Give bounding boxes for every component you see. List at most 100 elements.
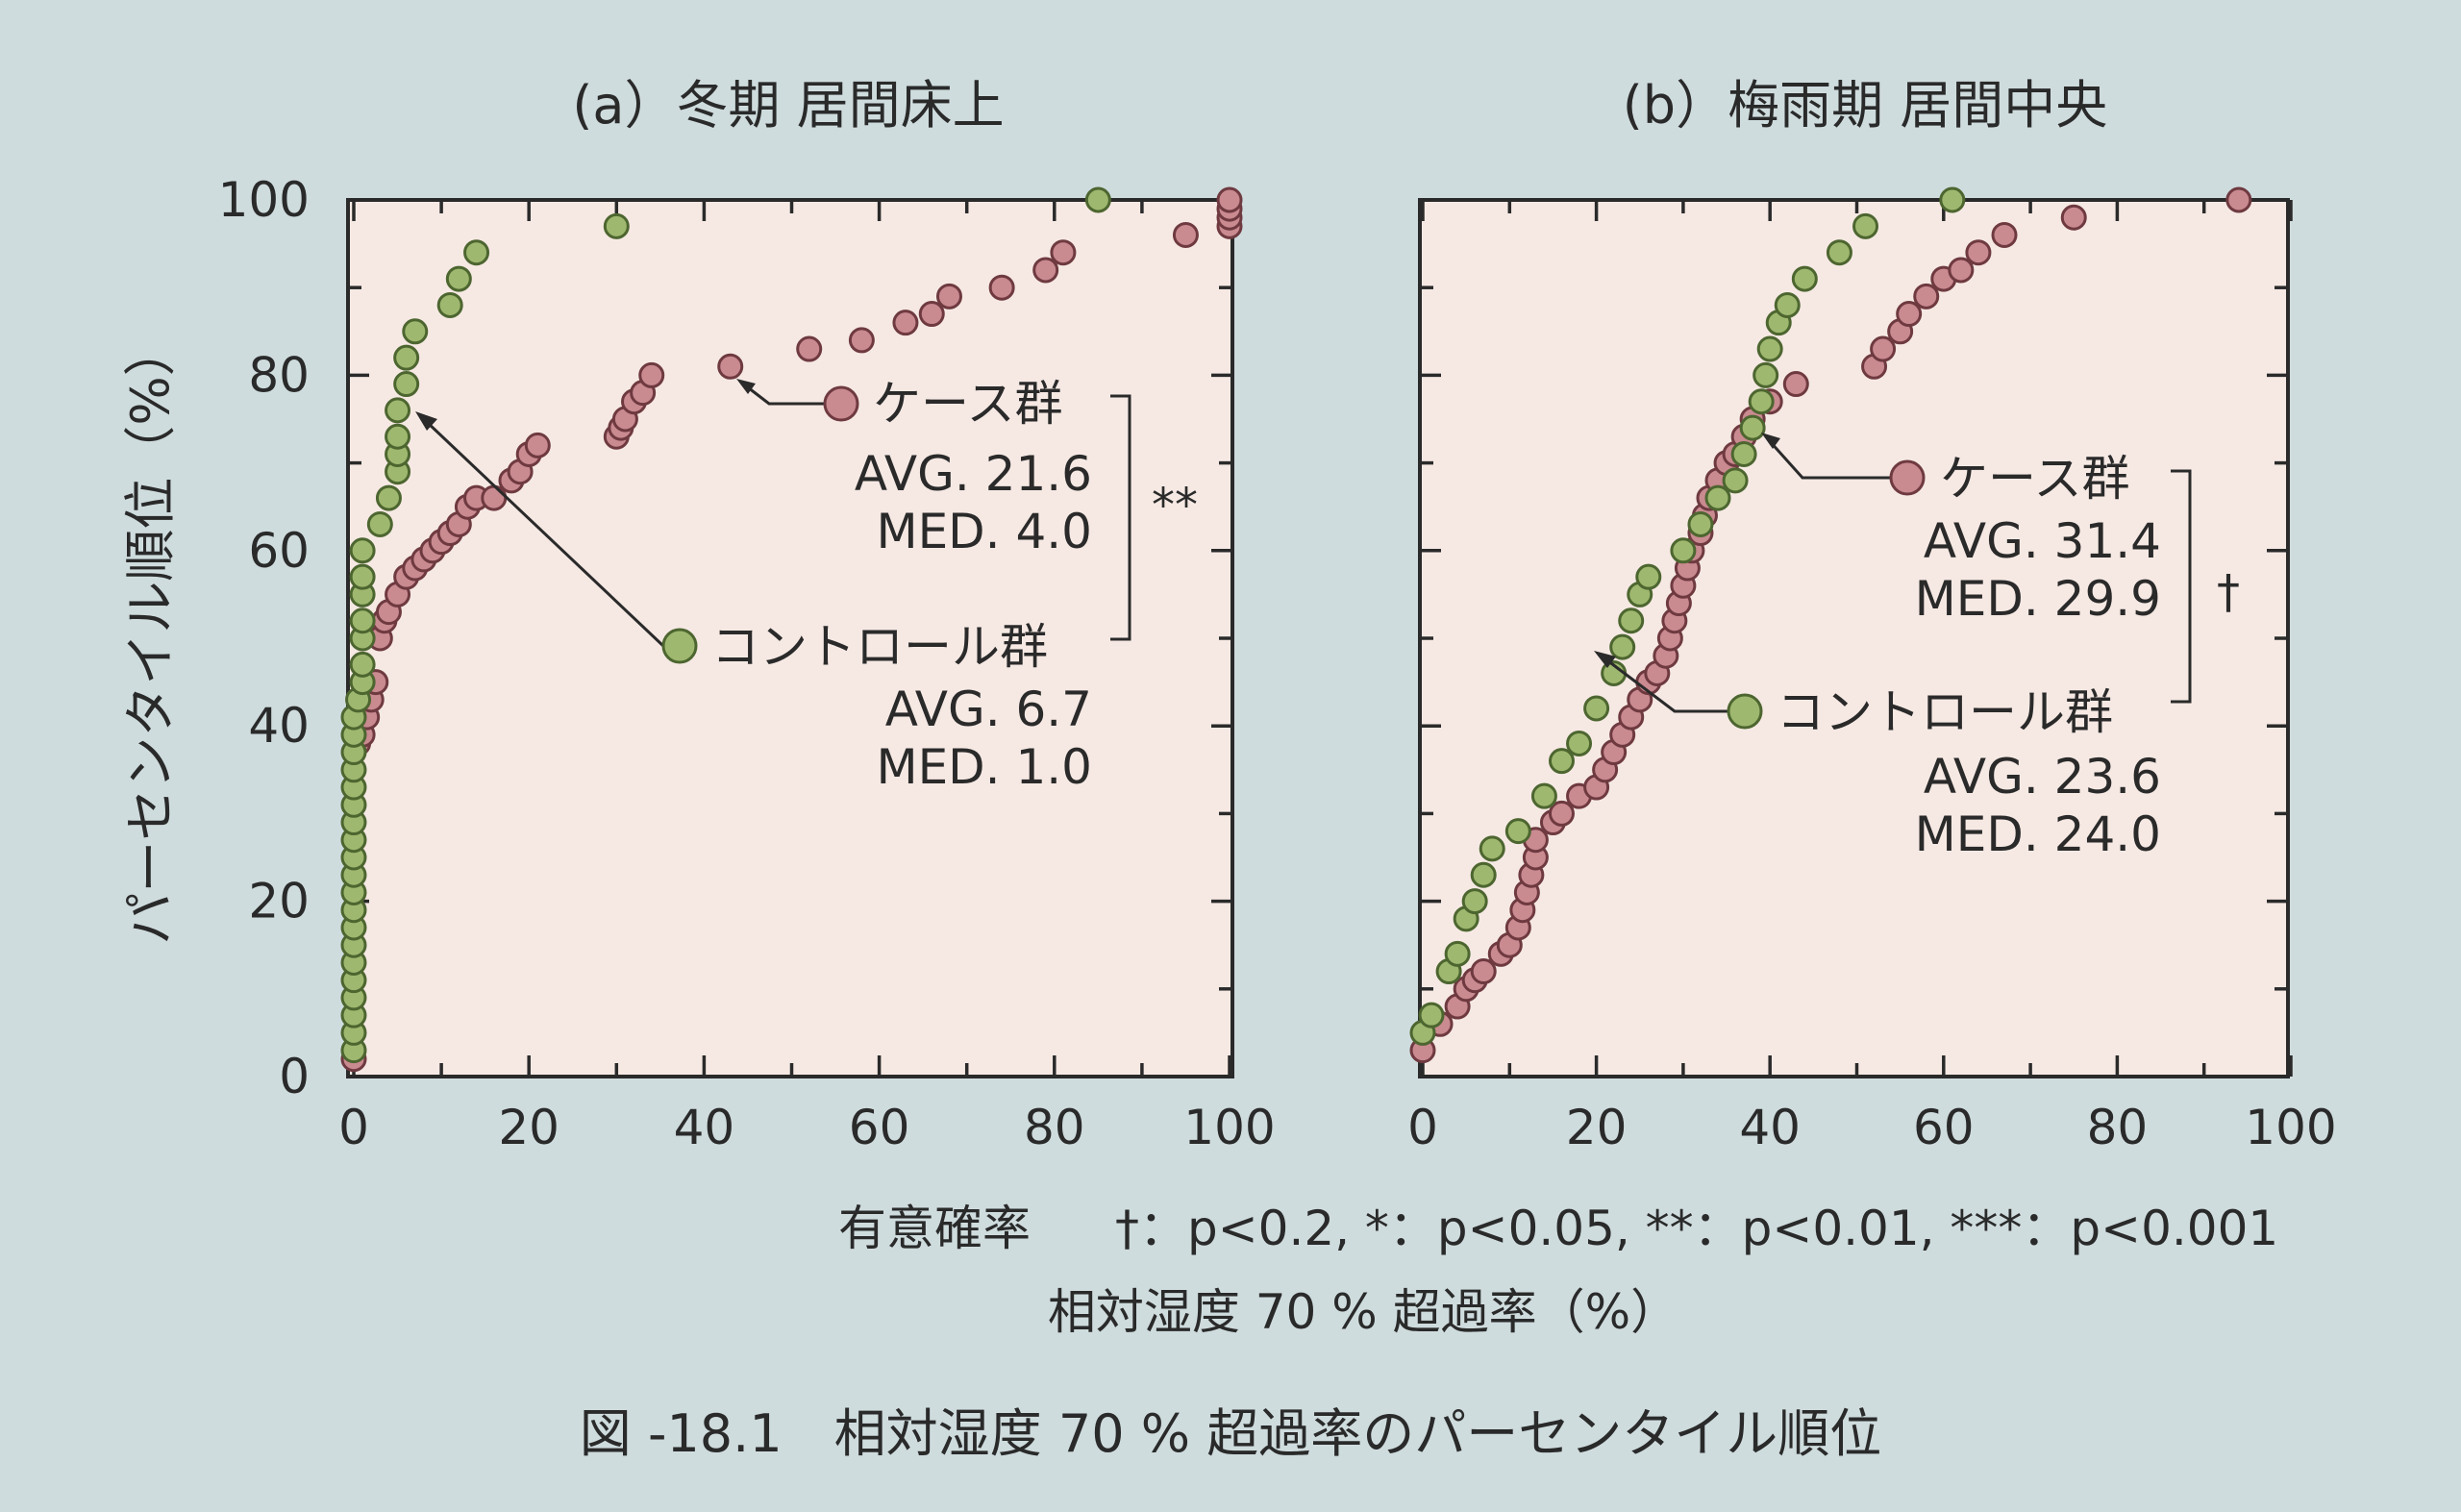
- panel-b-case-point: [1782, 371, 1809, 398]
- panel-b-control-point: [1722, 467, 1749, 494]
- panel-a-plot-area: [346, 198, 1234, 1078]
- panel-a-legend-ctrl-marker: [661, 628, 698, 664]
- panel-b-control-point: [1461, 888, 1488, 915]
- panel-b-control-point: [1730, 440, 1757, 467]
- panel-a-legend-case-avg: AVG. 21.6: [855, 446, 1092, 502]
- panel-a-control-point: [366, 510, 393, 537]
- panel-a-legend-case-marker: [823, 385, 859, 422]
- x-axis-label: 相対湿度 70 % 超過率（%）: [1048, 1284, 1678, 1340]
- panel-b-control-point: [1939, 186, 1966, 213]
- panel-b-legend-ctrl-avg: AVG. 23.6: [1924, 749, 2161, 805]
- panel-a-case-point: [988, 274, 1015, 301]
- panel-a-control-point: [385, 423, 411, 450]
- panel-a-control-point: [1084, 186, 1111, 213]
- panel-a-ctrl-arrowhead: [415, 411, 437, 431]
- panel-b-case-point: [1965, 239, 1992, 266]
- panel-a-case-leader: [743, 383, 825, 406]
- panel-a-control-point: [349, 537, 376, 564]
- panel-a-control-point: [393, 344, 420, 371]
- panel-b-case-point: [2060, 204, 2087, 231]
- panel-a-case-point: [935, 283, 962, 310]
- panel-b-control-point: [1852, 212, 1879, 239]
- significance-note-prefix: 有意確率: [838, 1201, 1031, 1256]
- panel-b-x-tick-label: 0: [1407, 1100, 1438, 1155]
- panel-b-control-point: [1548, 748, 1575, 775]
- panel-a-case-point: [1172, 221, 1199, 248]
- panel-b-x-tick-label: 100: [2245, 1100, 2336, 1155]
- panel-a-y-tick-label: 60: [248, 523, 310, 579]
- panel-b-legend: ケース群 AVG. 31.4 MED. 29.9 コントロール群 AVG. 23…: [1594, 433, 2240, 862]
- panel-b-control-point: [1418, 1002, 1445, 1029]
- panel-a-significance-bracket: [1110, 394, 1131, 641]
- panel-a-case-point: [481, 484, 508, 511]
- figure-caption: 図 -18.1 相対湿度 70 % 超過率のパーセンタイル順位: [580, 1403, 1881, 1464]
- panel-a-case-point: [524, 432, 551, 459]
- panel-a-case-arrowhead: [736, 379, 756, 394]
- panel-a: 0 20 40 60 80 100 0 20 40 60 80 100: [218, 172, 1276, 1155]
- panel-b-title: (b）梅雨期 居間中央: [1623, 75, 2108, 136]
- panel-b-x-tick-label: 80: [2087, 1100, 2149, 1155]
- panel-a-y-tick-label: 80: [248, 347, 310, 403]
- significance-note-items: †：p<0.2, *：p<0.05, **：p<0.01, ***：p<0.00…: [1115, 1201, 2278, 1256]
- panel-b-control-point: [1670, 537, 1697, 564]
- panel-a-control-point: [375, 484, 402, 511]
- panel-a-control-point: [445, 265, 472, 292]
- panel-b-control-point: [1583, 695, 1610, 722]
- panel-b-x-tick-label: 20: [1566, 1100, 1628, 1155]
- panel-a-x-tick-label: 100: [1183, 1100, 1275, 1155]
- panel-b-ctrl-leader: [1603, 656, 1728, 713]
- panel-a-case-point: [918, 301, 945, 328]
- panel-b-control-point: [1479, 835, 1505, 862]
- panel-b-control-point: [1774, 291, 1801, 318]
- panel-b-control-point: [1826, 239, 1852, 266]
- panel-b-control-point: [1530, 782, 1557, 809]
- panel-a-y-tick-label: 100: [218, 172, 310, 228]
- panel-b-control-point: [1444, 940, 1471, 967]
- panel-a-control-point: [436, 291, 463, 318]
- panel-b-control-point: [1635, 563, 1662, 590]
- panel-b-control-point: [1739, 414, 1766, 441]
- panel-b-legend-ctrl-name: コントロール群: [1777, 684, 2113, 740]
- panel-a-y-tick-label: 40: [248, 698, 310, 754]
- panel-b-case-arrowhead: [1761, 433, 1780, 449]
- panel-b-control-point: [1753, 361, 1779, 388]
- panel-a-x-tick-label: 80: [1024, 1100, 1085, 1155]
- panel-a-case-point: [1032, 257, 1059, 284]
- panel-b-case-point: [1548, 800, 1575, 827]
- panel-b-ctrl-arrowhead: [1594, 651, 1616, 668]
- panel-a-ctrl-leader: [426, 421, 665, 648]
- panel-a-x-tick-label: 40: [674, 1100, 735, 1155]
- panel-a-case-point: [638, 361, 665, 388]
- panel-a-control-point: [349, 651, 376, 678]
- panel-b-case-point: [1948, 257, 1975, 284]
- panel-a-legend-ctrl-name: コントロール群: [711, 619, 1048, 675]
- panel-a-x-tick-label: 60: [849, 1100, 910, 1155]
- panel-a-case-point: [892, 310, 919, 336]
- panel-b-control-point: [1791, 265, 1818, 292]
- panel-b-significance-bracket: [2171, 469, 2192, 704]
- panel-b-control-point: [1748, 388, 1775, 415]
- panel-b-x-tick-label: 60: [1913, 1100, 1975, 1155]
- panel-a-significance: **: [1152, 479, 1198, 533]
- panel-a-control-point: [385, 397, 411, 424]
- panel-a-case-point: [796, 335, 823, 362]
- panel-b-case-point: [1913, 283, 1940, 310]
- panel-a-control-point: [603, 212, 630, 239]
- panel-a-control-point: [463, 239, 490, 266]
- panel-a-case-point: [1216, 186, 1243, 213]
- panel-b-control-point: [1704, 484, 1731, 511]
- panel-b-plot-area: [1418, 198, 2290, 1078]
- panel-a-control-point: [349, 607, 376, 634]
- panel-b-control-point: [1609, 633, 1636, 660]
- panel-b: 0 20 40 60 80 100: [1407, 186, 2337, 1155]
- panel-b-significance: †: [2217, 565, 2240, 619]
- panel-a-control-point: [349, 563, 376, 590]
- panel-a-legend-ctrl-med: MED. 1.0: [876, 739, 1092, 795]
- panel-a-legend-case-med: MED. 4.0: [876, 504, 1092, 559]
- panel-a-x-tick-label: 0: [338, 1100, 369, 1155]
- panel-b-legend-ctrl-marker: [1727, 693, 1763, 730]
- panel-a-control-point: [393, 371, 420, 398]
- panel-b-legend-ctrl-med: MED. 24.0: [1915, 806, 2161, 862]
- panel-a-legend-case-name: ケース群: [873, 376, 1063, 432]
